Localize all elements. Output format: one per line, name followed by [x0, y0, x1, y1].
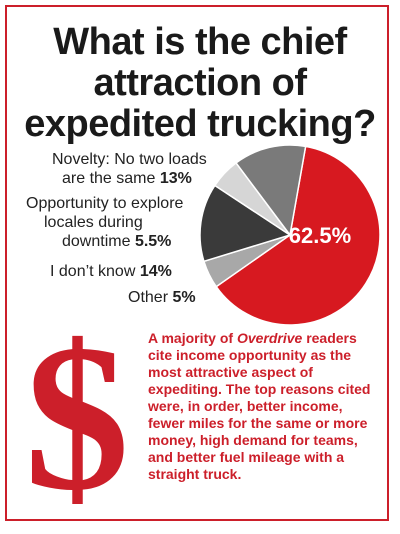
label-opportunity: Opportunity to explore locales during do… — [26, 194, 183, 251]
label-opportunity-line3: downtime — [62, 233, 131, 250]
label-opportunity-line1: Opportunity to explore — [26, 195, 184, 212]
label-opportunity-line2: locales during — [44, 214, 143, 231]
label-novelty-line1: Novelty: No two loads — [52, 151, 207, 168]
chart-title: What is the chief attraction of expedite… — [24, 21, 376, 145]
label-opportunity-value: 5.5% — [134, 233, 172, 250]
pie-slice-income — [215, 145, 381, 326]
pie-slice-novelty — [235, 144, 307, 237]
pie-value-label-main: 62.5% — [289, 223, 351, 248]
body-text-part1: A majority of — [148, 330, 237, 346]
label-other-line: Other — [128, 289, 169, 306]
pie-slice-dont-know — [199, 184, 292, 263]
label-other: Other 5% — [128, 288, 196, 307]
label-dont-know-value: 14% — [139, 263, 172, 280]
label-other-value: 5% — [172, 289, 196, 306]
dollar-sign-graphic: $ — [24, 302, 130, 534]
body-text-italic: Overdrive — [236, 330, 303, 346]
body-text: A majority of Overdrive readers cite inc… — [148, 330, 373, 483]
label-dont-know: I don’t know 14% — [50, 262, 172, 281]
label-novelty-value: 13% — [159, 170, 192, 187]
body-text-part2: readers cite income opportunity as the m… — [148, 330, 371, 482]
label-dont-know-line: I don’t know — [50, 263, 136, 280]
label-novelty: Novelty: No two loads are the same 13% — [52, 150, 207, 188]
label-novelty-line2: are the same — [62, 170, 156, 187]
